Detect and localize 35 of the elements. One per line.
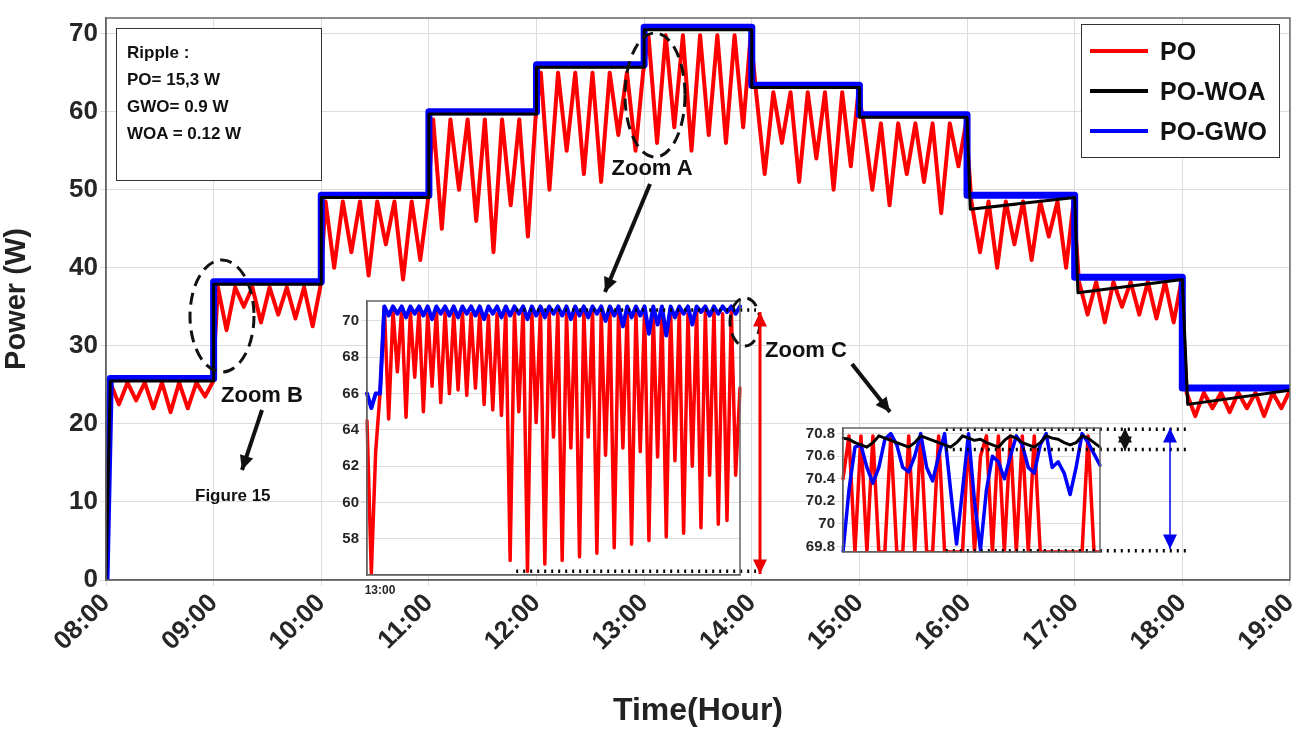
annotation: WOA = 0.12 W bbox=[127, 123, 243, 145]
legend-label: PO-WOA bbox=[1160, 76, 1266, 106]
legend-label: PO-GWO bbox=[1160, 116, 1267, 146]
y-tick-label: 60 bbox=[69, 94, 98, 125]
y-tick-label: 66 bbox=[342, 383, 359, 401]
y-tick-label: 70.8 bbox=[805, 423, 835, 441]
y-tick-label: 70.6 bbox=[805, 446, 835, 464]
y-tick-label: 70.4 bbox=[805, 468, 836, 486]
annotation: GWO= 0.9 W bbox=[127, 96, 230, 118]
y-tick-label: 70 bbox=[342, 311, 359, 329]
annotation: PO= 15,3 W bbox=[127, 69, 222, 91]
y-tick-label: 20 bbox=[69, 407, 98, 438]
y-tick-label: 60 bbox=[342, 492, 359, 510]
y-tick-label: 69.8 bbox=[805, 536, 835, 554]
y-axis-title: Power (W) bbox=[0, 228, 32, 370]
y-tick-label: 10 bbox=[69, 485, 98, 516]
annotation: Zoom B bbox=[221, 382, 303, 408]
annotation: Ripple : bbox=[127, 42, 191, 64]
annotation: Zoom A bbox=[611, 155, 693, 181]
annotation: Figure 15 bbox=[195, 486, 271, 506]
x-axis-title: Time(Hour) bbox=[612, 690, 784, 727]
y-tick-label: 64 bbox=[342, 419, 360, 437]
y-tick-label: 30 bbox=[69, 329, 98, 360]
legend-label: PO bbox=[1160, 36, 1197, 66]
y-tick-label: 50 bbox=[69, 172, 98, 203]
x-tick-label: 13:00 bbox=[364, 582, 396, 597]
y-tick-label: 0 bbox=[83, 563, 98, 594]
y-tick-label: 70.2 bbox=[805, 491, 835, 509]
y-tick-label: 70 bbox=[69, 16, 98, 47]
y-tick-label: 58 bbox=[342, 528, 359, 546]
y-tick-label: 68 bbox=[342, 347, 359, 365]
y-tick-label: 62 bbox=[342, 456, 359, 474]
annotation: Zoom C bbox=[765, 337, 847, 363]
y-tick-label: 70 bbox=[818, 513, 835, 531]
y-tick-label: 40 bbox=[69, 250, 98, 281]
